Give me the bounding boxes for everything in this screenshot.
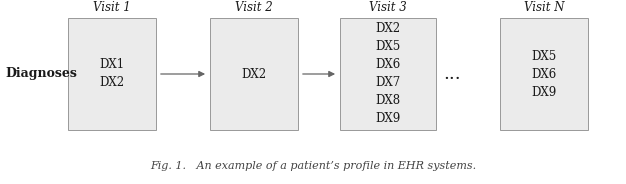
Text: Visit 3: Visit 3 bbox=[369, 1, 407, 14]
FancyBboxPatch shape bbox=[340, 18, 436, 130]
FancyBboxPatch shape bbox=[210, 18, 298, 130]
Text: Fig. 1.   An example of a patient’s profile in EHR systems.: Fig. 1. An example of a patient’s profil… bbox=[150, 161, 476, 171]
Text: DX5
DX6
DX9: DX5 DX6 DX9 bbox=[531, 49, 557, 98]
Text: Visit N: Visit N bbox=[524, 1, 564, 14]
Text: DX2: DX2 bbox=[242, 68, 267, 81]
FancyBboxPatch shape bbox=[68, 18, 156, 130]
Text: Visit 1: Visit 1 bbox=[93, 1, 131, 14]
Text: ...: ... bbox=[443, 65, 461, 83]
Text: Visit 2: Visit 2 bbox=[235, 1, 273, 14]
Text: DX1
DX2: DX1 DX2 bbox=[100, 59, 125, 89]
Text: DX2
DX5
DX6
DX7
DX8
DX9: DX2 DX5 DX6 DX7 DX8 DX9 bbox=[376, 22, 401, 125]
FancyBboxPatch shape bbox=[500, 18, 588, 130]
Text: Diagnoses: Diagnoses bbox=[5, 68, 77, 81]
